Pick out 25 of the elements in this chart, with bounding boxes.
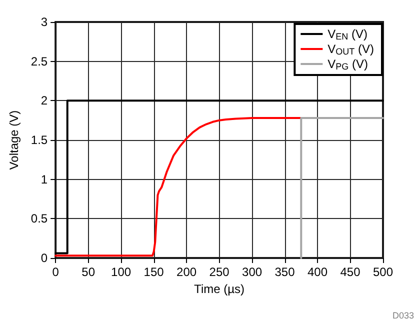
x-tick-label: 150 [144,265,164,279]
y-tick-label: 0 [40,251,48,265]
legend-label: VPG (V) [328,57,368,72]
line-series [54,116,302,257]
x-tick-label: 350 [274,265,296,279]
legend-label: VEN (V) [328,27,368,42]
x-tick-label: 0 [52,265,60,279]
text: D033 [392,310,414,320]
y-tick-label: 2 [40,94,48,108]
y-axis-title: Voltage (V) [7,110,21,170]
y-tick-label: 1.5 [30,133,48,147]
x-tick-label: 100 [111,265,132,279]
x-tick-label: 300 [242,265,262,279]
x-tick-label: 200 [176,265,197,279]
y-tick-label: 2.5 [30,54,48,68]
y-tick-label: 0.5 [30,212,48,226]
legend-label: VOUT (V) [328,42,374,56]
x-tick-label: 250 [209,265,230,279]
x-axis-title: Time (µs) [194,282,245,296]
x-tick-label: 400 [308,265,328,279]
x-tick-label: 50 [82,265,96,279]
y-tick-label: 3 [40,15,48,29]
y-tick-label: 1 [40,172,48,186]
x-tick-label: 500 [372,265,394,279]
x-tick-label: 450 [340,265,361,279]
